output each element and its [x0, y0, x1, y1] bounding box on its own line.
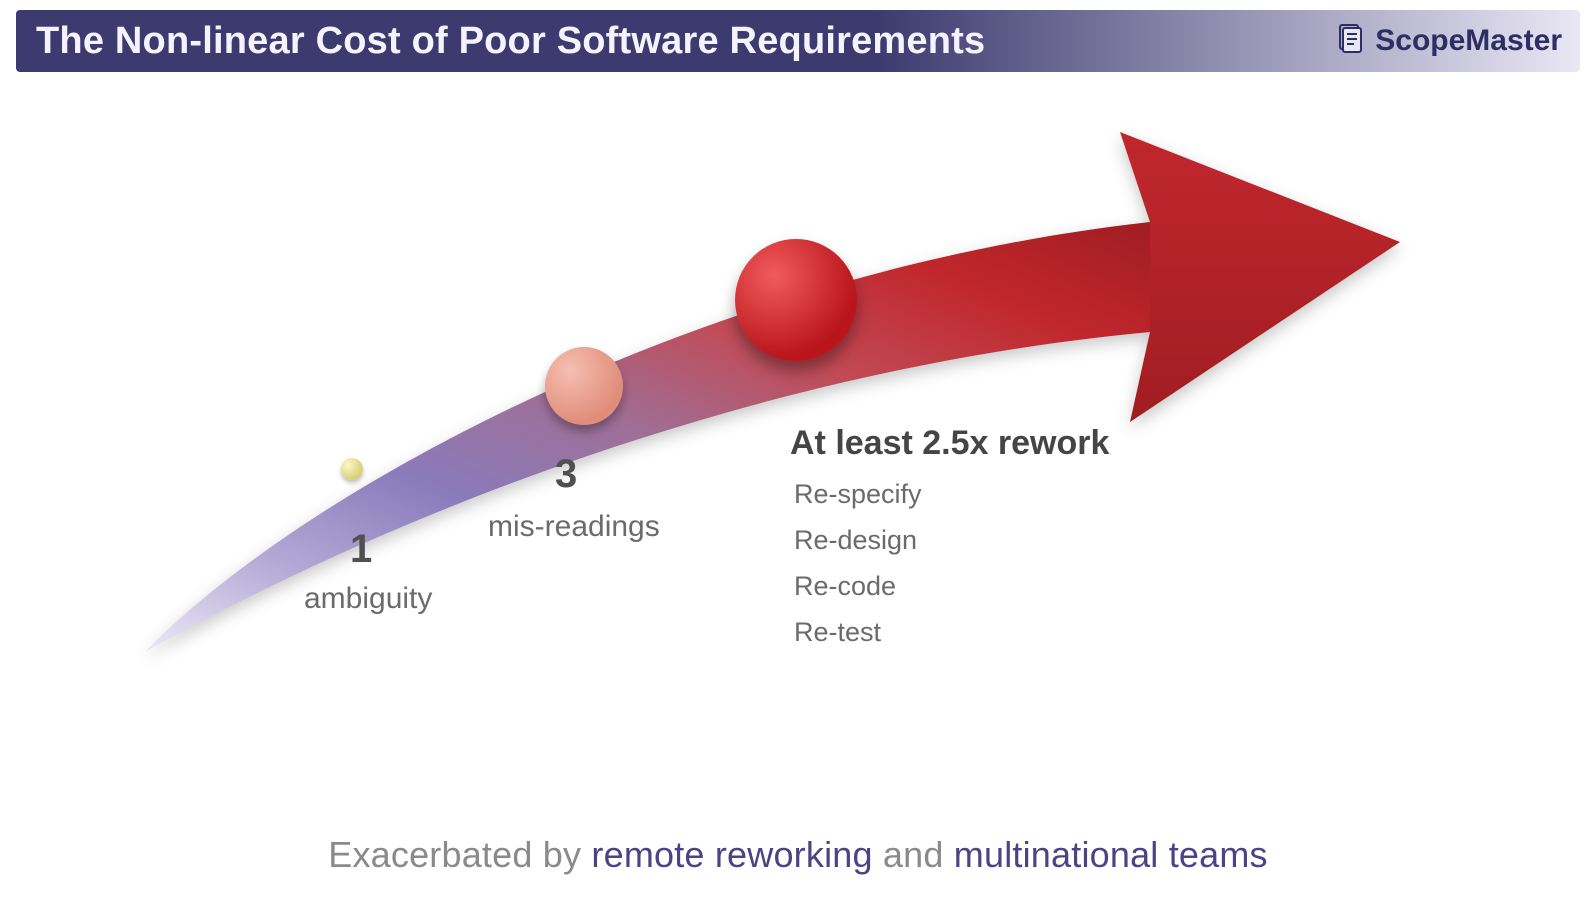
footer-caption: Exacerbated by remote reworking and mult…: [0, 834, 1596, 876]
footer-mid: and: [873, 834, 954, 875]
dot-ambiguity: [341, 458, 363, 480]
brand-logo: ScopeMaster: [1333, 22, 1562, 61]
footer-em1: remote reworking: [591, 834, 872, 875]
rework-item: Re-test: [794, 612, 922, 652]
rework-item: Re-specify: [794, 474, 922, 514]
stage2-label: mis-readings: [488, 510, 660, 544]
stage3-list: Re-specify Re-design Re-code Re-test: [794, 474, 922, 658]
footer-pre: Exacerbated by: [328, 834, 591, 875]
stage1-number: 1: [350, 527, 372, 572]
stage2-number: 3: [555, 452, 577, 497]
header-bar: The Non-linear Cost of Poor Software Req…: [16, 10, 1580, 72]
footer-em2: multinational teams: [954, 834, 1268, 875]
rework-item: Re-design: [794, 520, 922, 560]
scopemaster-icon: [1333, 22, 1367, 61]
diagram-stage: 1 ambiguity 3 mis-readings At least 2.5x…: [0, 72, 1596, 832]
page-title: The Non-linear Cost of Poor Software Req…: [36, 20, 985, 63]
dot-misreadings: [545, 347, 623, 425]
dot-rework: [735, 239, 857, 361]
rework-item: Re-code: [794, 566, 922, 606]
stage3-title: At least 2.5x rework: [790, 424, 1109, 463]
stage1-label: ambiguity: [304, 582, 432, 616]
brand-name: ScopeMaster: [1375, 24, 1562, 58]
